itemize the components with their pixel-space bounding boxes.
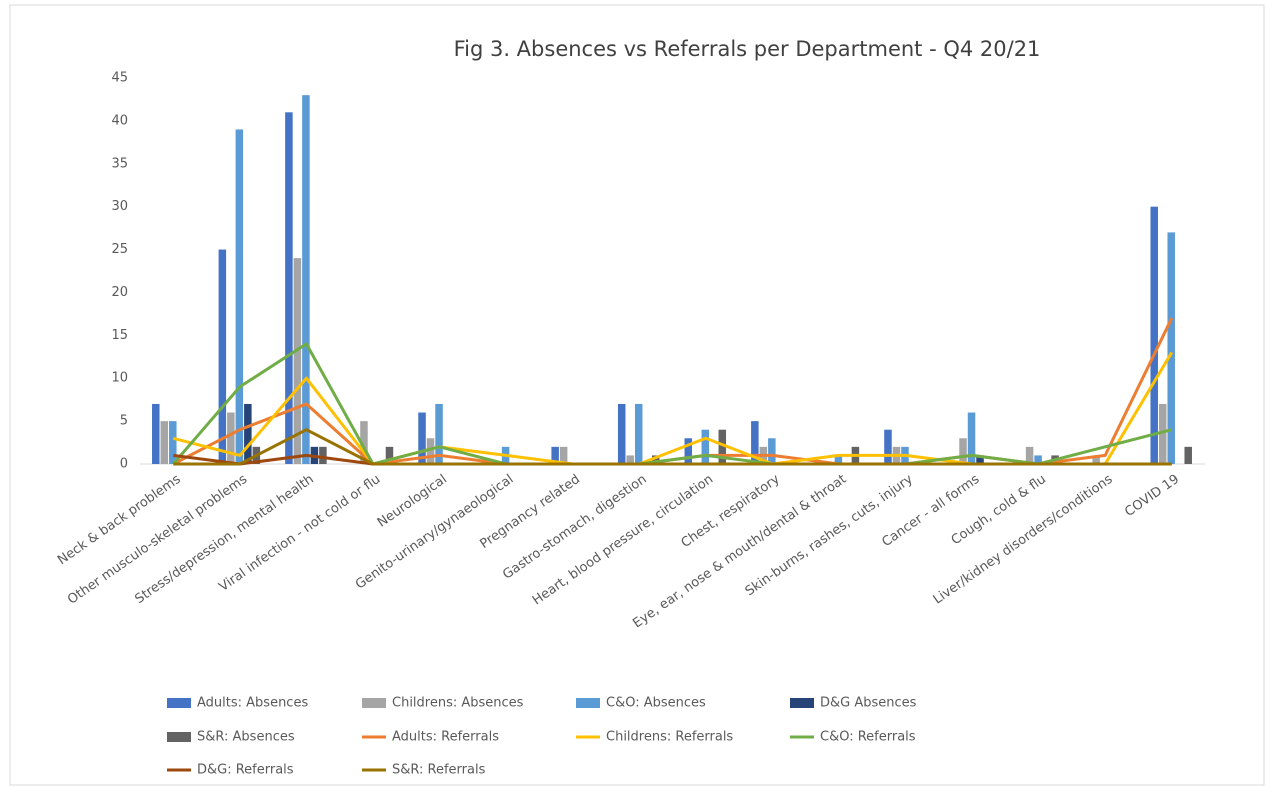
bar (1092, 455, 1100, 464)
legend-label: Childrens: Absences (392, 696, 524, 711)
y-tick-label: 5 (120, 414, 128, 429)
bar (959, 438, 967, 464)
bar (426, 438, 435, 464)
bar (1158, 403, 1167, 464)
bar (634, 403, 643, 464)
y-tick-label: 45 (111, 71, 128, 86)
y-tick-label: 25 (111, 242, 128, 257)
bar (718, 429, 727, 464)
chart-frame (9, 4, 1265, 786)
bar (751, 421, 759, 464)
bar (1184, 446, 1192, 464)
bar (293, 258, 302, 464)
bar (701, 429, 710, 464)
legend-swatch (362, 698, 386, 708)
bar (651, 455, 660, 464)
bar (218, 249, 227, 464)
bar (768, 438, 776, 464)
legend-label: D&G Absences (820, 696, 917, 711)
bar (227, 412, 235, 464)
bar (235, 129, 244, 464)
bar (967, 412, 976, 464)
bar (169, 421, 177, 464)
bar (1150, 206, 1158, 464)
legend-swatch (167, 732, 191, 742)
y-tick-label: 15 (111, 328, 128, 343)
bar (418, 412, 426, 464)
legend-label: C&O: Absences (606, 696, 706, 711)
line (172, 342, 1173, 466)
legend-swatch (790, 698, 814, 708)
bar (1034, 455, 1042, 464)
bar (385, 446, 394, 464)
legend-swatch (576, 698, 600, 708)
bar (976, 455, 984, 464)
legend-label: Childrens: Referrals (606, 730, 733, 745)
bar (285, 112, 293, 465)
bar (684, 438, 693, 464)
legend-label: Adults: Absences (197, 696, 308, 711)
bar (160, 421, 169, 464)
bar (834, 455, 843, 464)
legend-label: Adults: Referrals (392, 730, 499, 745)
line (173, 428, 1172, 466)
y-tick-label: 0 (120, 457, 128, 472)
bar (360, 421, 368, 464)
bar (152, 403, 160, 464)
bar (559, 446, 568, 464)
bar (884, 429, 892, 464)
chart-title: Fig 3. Absences vs Referrals per Departm… (454, 37, 1041, 61)
legend-label: C&O: Referrals (820, 730, 916, 745)
bar (302, 95, 310, 465)
legend-label: S&R: Absences (197, 730, 295, 745)
bar (1167, 232, 1175, 464)
legend-swatch (167, 698, 191, 708)
bar (244, 403, 252, 464)
y-tick-label: 20 (111, 285, 128, 300)
y-tick-label: 30 (111, 199, 128, 214)
y-tick-label: 35 (111, 156, 128, 171)
bar (617, 403, 626, 464)
legend-label: S&R: Referrals (392, 763, 486, 778)
bar (626, 455, 634, 464)
bar (551, 446, 559, 464)
y-tick-label: 40 (111, 113, 128, 128)
y-tick-label: 10 (111, 371, 128, 386)
bar (435, 403, 443, 464)
bar (319, 446, 327, 464)
legend-label: D&G: Referrals (197, 763, 294, 778)
bar (1025, 446, 1034, 464)
